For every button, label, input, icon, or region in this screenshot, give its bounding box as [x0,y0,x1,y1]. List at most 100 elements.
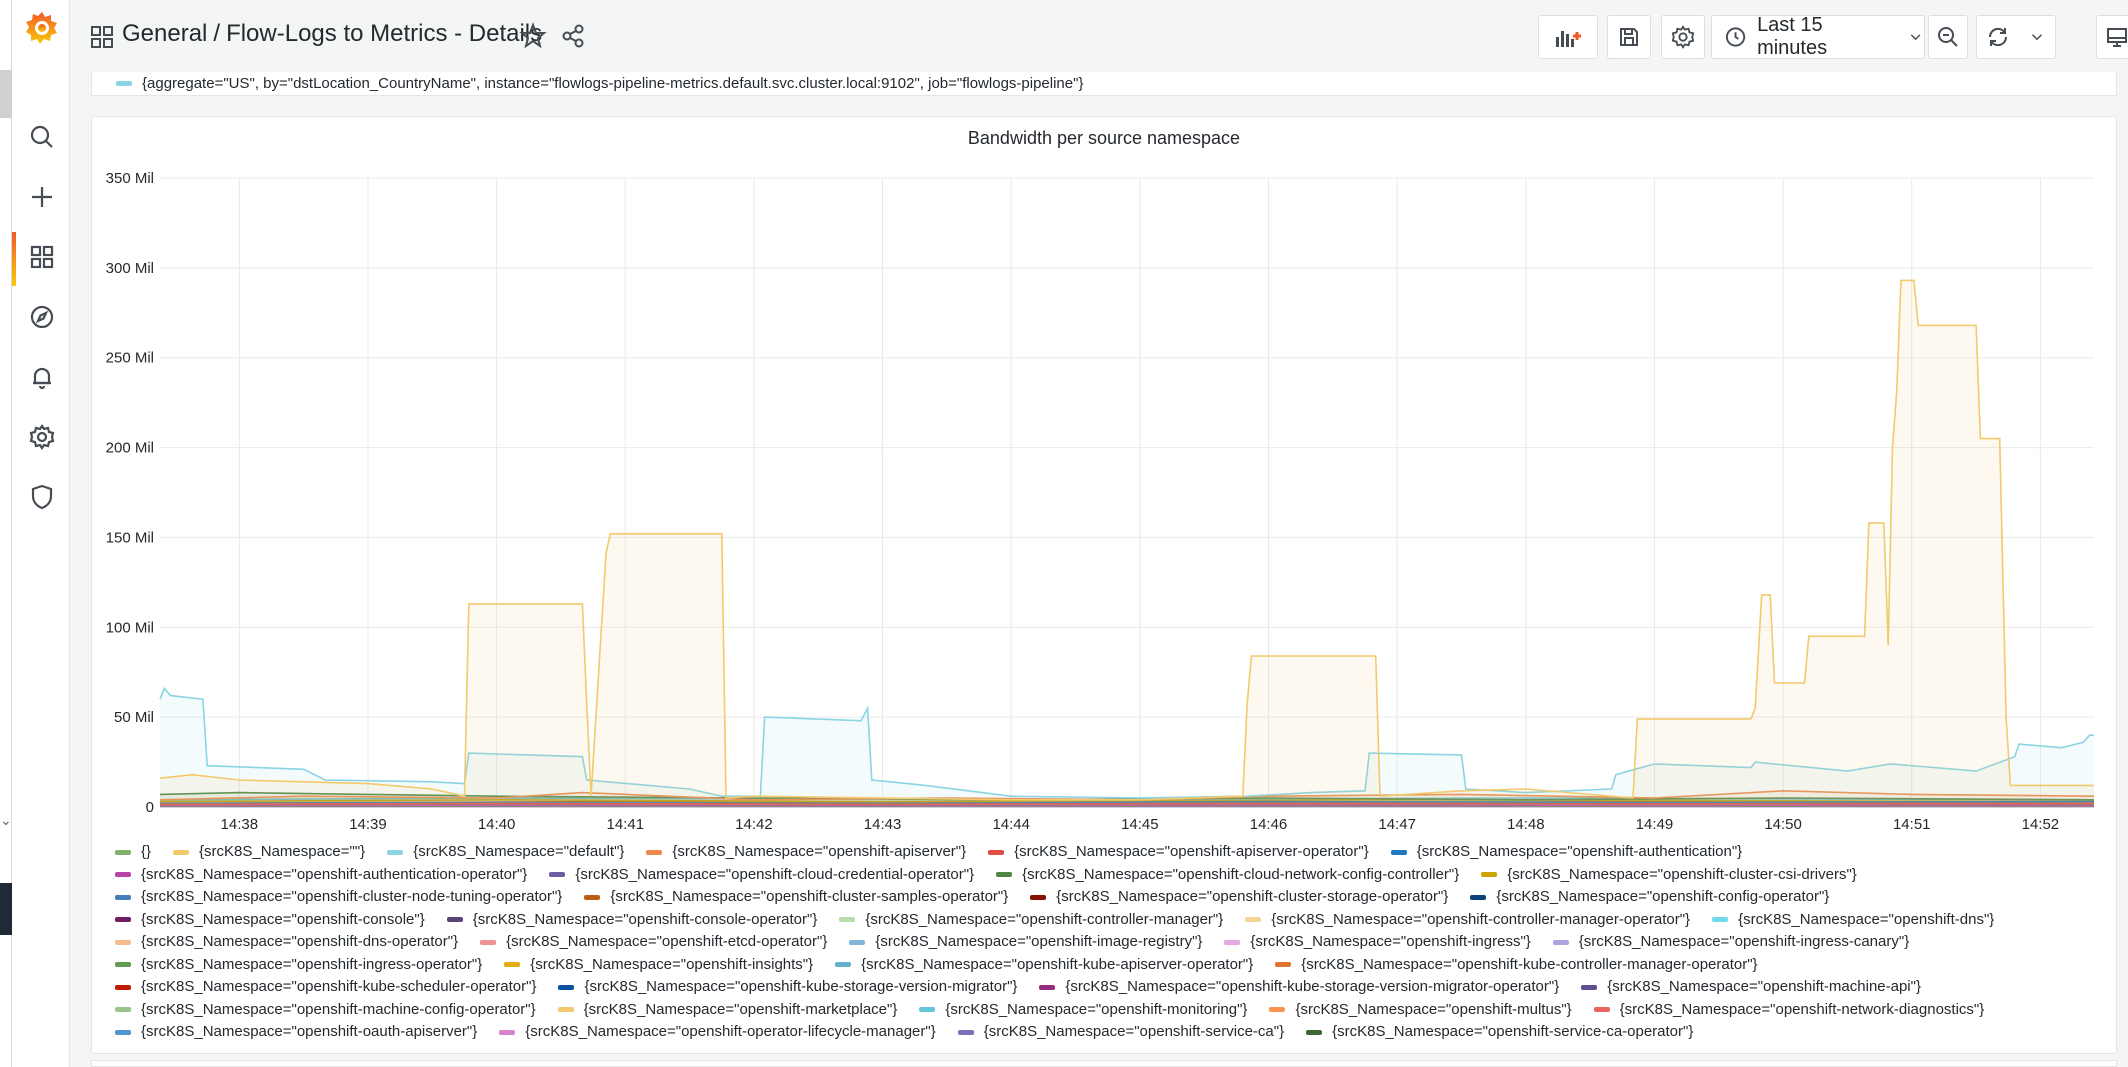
legend-item[interactable]: {srcK8S_Namespace="openshift-insights"} [504,954,813,977]
search-icon[interactable] [26,121,58,153]
legend-swatch [115,894,131,900]
legend-item[interactable]: {srcK8S_Namespace="openshift-image-regis… [849,931,1202,954]
legend-swatch [549,872,566,878]
legend-label: {srcK8S_Namespace="openshift-oauth-apise… [141,1023,478,1040]
legend-item[interactable]: {srcK8S_Namespace="openshift-machine-con… [115,999,536,1022]
legend-label: {srcK8S_Namespace="openshift-cloud-crede… [575,865,975,883]
x-tick-label: 14:46 [1250,816,1288,833]
legend-item[interactable]: {srcK8S_Namespace="openshift-kube-contro… [1275,954,1758,977]
legend-swatch [1224,939,1241,945]
bandwidth-chart[interactable]: 0 50 Mil 100 Mil 150 Mil 200 Mil 250 Mil 300 M… [92,167,2118,957]
legend-label: {srcK8S_Namespace="openshift-console-ope… [472,910,818,928]
plus-icon[interactable] [26,181,58,213]
legend-label: {srcK8S_Namespace="openshift-image-regis… [875,933,1203,950]
legend-swatch [1552,939,1569,945]
legend-item[interactable]: {srcK8S_Namespace="openshift-cluster-csi… [1481,864,1857,887]
legend-item[interactable]: {srcK8S_Namespace="openshift-etcd-operat… [480,931,827,954]
legend-item[interactable]: {srcK8S_Namespace="openshift-kube-storag… [558,976,1017,999]
dashboard-title[interactable]: Flow-Logs to Metrics - Details [226,20,543,47]
legend-swatch [1390,849,1407,855]
legend-item[interactable]: {srcK8S_Namespace="openshift-authenticat… [115,864,527,887]
legend-item[interactable]: {srcK8S_Namespace="default"} [387,841,624,864]
legend-item[interactable]: {srcK8S_Namespace="openshift-cluster-sam… [584,886,1008,909]
legend-item[interactable]: {srcK8S_Namespace="openshift-console-ope… [446,909,818,932]
legend-item[interactable]: {srcK8S_Namespace="openshift-cluster-nod… [115,886,562,909]
legend-item[interactable]: {srcK8S_Namespace="openshift-service-ca-… [1306,1021,1693,1044]
legend-label[interactable]: {aggregate="US", by="dstLocation_Country… [142,75,1084,92]
legend-label: {srcK8S_Namespace=""} [199,843,366,860]
chevron-down-icon[interactable] [2028,28,2046,46]
legend-swatch [839,917,856,923]
legend-item[interactable]: {srcK8S_Namespace="openshift-operator-li… [499,1021,936,1044]
legend-swatch [557,1007,574,1013]
legend-item[interactable]: {srcK8S_Namespace="openshift-console"} [115,909,425,932]
breadcrumb-folder[interactable]: General [122,20,208,47]
legend-item[interactable]: {srcK8S_Namespace="openshift-authenticat… [1390,841,1743,864]
save-dashboard-button[interactable] [1607,15,1651,59]
legend-swatch [1470,894,1487,900]
legend-item[interactable]: {} [115,841,151,864]
legend-item[interactable]: {srcK8S_Namespace="openshift-multus"} [1269,999,1572,1022]
shield-icon[interactable] [26,481,58,513]
legend-label: {srcK8S_Namespace="default"} [413,843,625,860]
legend-item[interactable]: {srcK8S_Namespace="openshift-apiserver-o… [988,841,1369,864]
y-tick-label: 350 Mil [106,170,154,187]
legend-label: {srcK8S_Namespace="openshift-authenticat… [1416,843,1743,860]
panel-title[interactable]: Bandwidth per source namespace [967,128,1241,148]
x-tick-label: 14:45 [1121,816,1159,833]
legend-item[interactable]: {srcK8S_Namespace="openshift-config-oper… [1470,886,1829,909]
legend-item[interactable]: {srcK8S_Namespace="openshift-ingress"} [1224,931,1531,954]
view-mode-button[interactable] [2096,15,2128,59]
legend-swatch [1481,872,1498,878]
legend-label: {srcK8S_Namespace="openshift-network-dia… [1619,1000,1985,1018]
gear-icon[interactable] [26,421,58,453]
legend-swatch [849,939,866,945]
legend-label: {srcK8S_Namespace="openshift-config-oper… [1496,888,1830,905]
next-panel-edge [91,1060,2117,1067]
legend-item[interactable]: {srcK8S_Namespace="openshift-dns-operato… [115,931,458,954]
dashboard-settings-button[interactable] [1661,15,1705,59]
legend-item[interactable]: {srcK8S_Namespace="openshift-ingress-ope… [115,954,482,977]
legend-item[interactable]: {srcK8S_Namespace="openshift-kube-storag… [1039,976,1559,999]
y-tick-label: 50 Mil [114,709,154,726]
legend-item[interactable]: {srcK8S_Namespace="openshift-machine-api… [1581,976,1921,999]
legend-item[interactable]: {srcK8S_Namespace="openshift-kube-schedu… [115,976,536,999]
share-icon[interactable] [559,22,587,50]
zoom-out-button[interactable] [1928,15,1968,59]
bell-icon[interactable] [26,361,58,393]
legend-swatch [480,939,497,945]
legend-item[interactable]: {srcK8S_Namespace=""} [173,841,365,864]
legend-swatch [1581,984,1598,990]
legend-item[interactable]: {srcK8S_Namespace="openshift-apiserver"} [646,841,966,864]
legend-swatch [584,894,601,900]
x-tick-label: 14:43 [864,816,902,833]
legend-item[interactable]: {srcK8S_Namespace="openshift-dns"} [1712,909,1994,932]
x-tick-label: 14:48 [1507,816,1545,833]
legend-item[interactable]: {srcK8S_Namespace="openshift-network-dia… [1593,999,1985,1022]
grafana-logo-icon[interactable] [25,10,59,46]
add-panel-button[interactable] [1538,15,1598,59]
legend-item[interactable]: {srcK8S_Namespace="openshift-service-ca"… [957,1021,1285,1044]
refresh-button[interactable] [1976,15,2056,59]
legend-swatch [835,962,852,968]
legend-label: {srcK8S_Namespace="openshift-kube-apiser… [861,955,1254,973]
legend-label: {srcK8S_Namespace="openshift-service-ca"… [983,1023,1285,1040]
explore-icon[interactable] [26,301,58,333]
legend-item[interactable]: {srcK8S_Namespace="openshift-monitoring"… [919,999,1247,1022]
legend-item[interactable]: {srcK8S_Namespace="openshift-cloud-crede… [549,864,974,887]
legend-item[interactable]: {srcK8S_Namespace="openshift-marketplace… [557,999,897,1022]
legend-item[interactable]: {srcK8S_Namespace="openshift-kube-apiser… [835,954,1253,977]
zoom-out-icon [1938,27,1958,47]
time-range-picker[interactable]: Last 15 minutes [1711,14,1925,59]
star-icon[interactable] [519,22,547,50]
legend-item[interactable]: {srcK8S_Namespace="openshift-ingress-can… [1552,931,1909,954]
legend-item[interactable]: {srcK8S_Namespace="openshift-oauth-apise… [115,1021,477,1044]
legend-item[interactable]: {srcK8S_Namespace="openshift-controller-… [1245,909,1690,932]
legend-swatch [504,962,521,968]
chevron-down-icon [1910,34,1921,41]
dashboards-icon[interactable] [26,241,58,273]
legend-item[interactable]: {srcK8S_Namespace="openshift-cloud-netwo… [996,864,1459,887]
legend-item[interactable]: {srcK8S_Namespace="openshift-cluster-sto… [1030,886,1448,909]
legend-item[interactable]: {srcK8S_Namespace="openshift-controller-… [839,909,1223,932]
series-line [159,279,2094,801]
